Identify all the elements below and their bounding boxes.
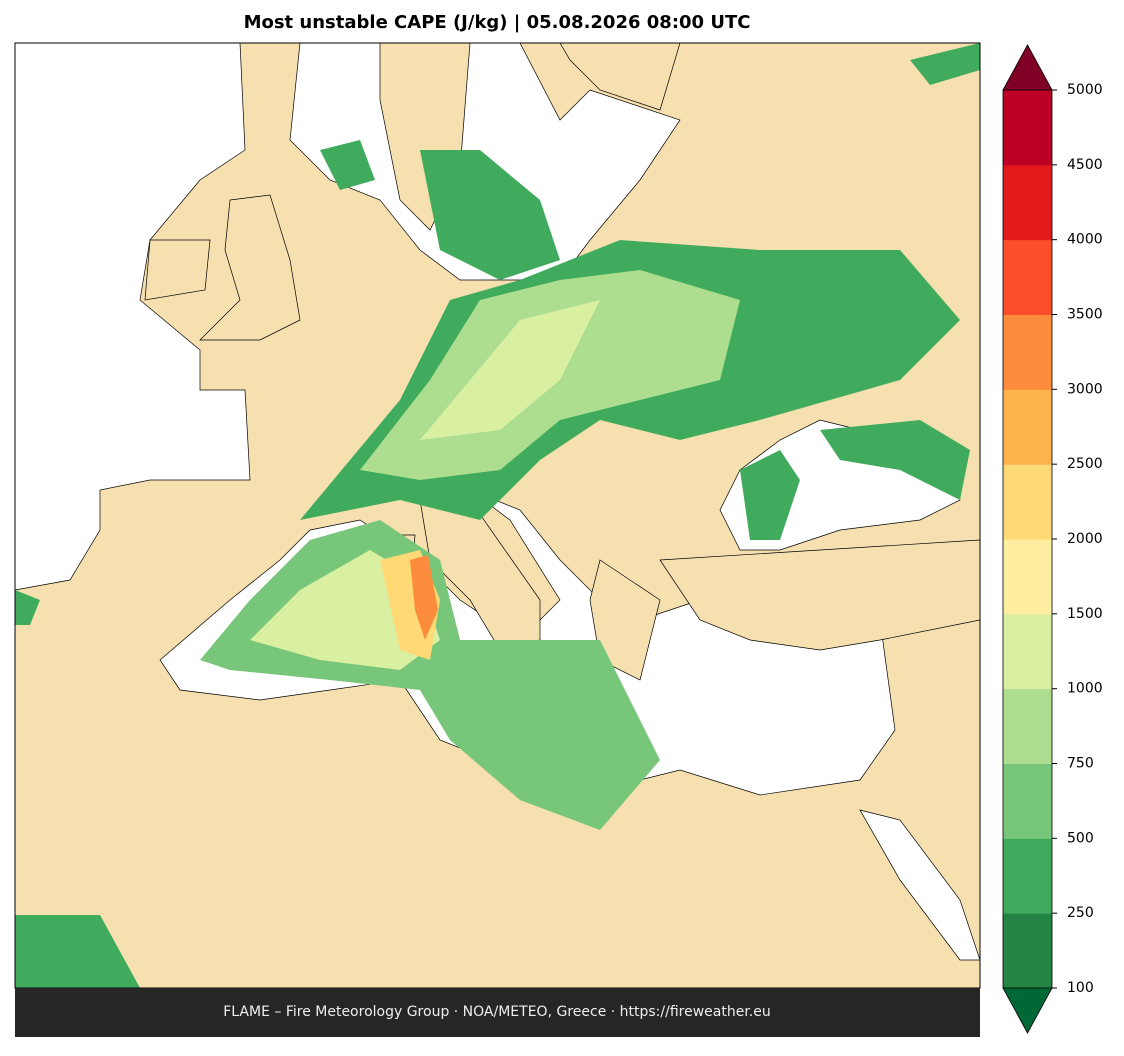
map	[15, 43, 980, 988]
colorbar-tick-label: 5000	[1067, 82, 1103, 98]
colorbar-bin	[1003, 90, 1052, 166]
colorbar-bin	[1003, 539, 1052, 615]
map-title: Most unstable CAPE (J/kg) | 05.08.2026 0…	[244, 12, 751, 33]
colorbar-tick-label: 1000	[1067, 681, 1103, 697]
colorbar-bin	[1003, 688, 1052, 764]
colorbar-bin	[1003, 838, 1052, 914]
colorbar-tick-label: 250	[1067, 905, 1094, 921]
colorbar-tick-label: 4500	[1067, 157, 1103, 173]
colorbar-tick-label: 100	[1067, 980, 1094, 996]
colorbar-bin	[1003, 314, 1052, 390]
colorbar-under	[1002, 987, 1053, 1034]
colorbar-tick-label: 2000	[1067, 531, 1103, 547]
land-masses	[144, 43, 980, 691]
colorbar: 100 250 500 750 1000 1500 2000 2500 3000 3500 4000…	[1002, 44, 1103, 1034]
colorbar-bin	[1003, 464, 1052, 540]
footer-text: FLAME – Fire Meteorology Group · NOA/MET…	[223, 1004, 771, 1020]
colorbar-tick-label: 750	[1067, 756, 1094, 772]
colorbar-over	[1002, 44, 1053, 91]
colorbar-tick-label: 2500	[1067, 456, 1103, 472]
colorbar-bin	[1003, 389, 1052, 465]
colorbar-bin	[1003, 613, 1052, 690]
colorbar-tick-label: 3000	[1067, 381, 1103, 397]
colorbar-bin	[1003, 913, 1052, 989]
colorbar-bin	[1003, 164, 1052, 241]
cape-field	[15, 43, 980, 988]
colorbar-bin	[1003, 239, 1052, 315]
colorbar-tick-label: 3500	[1067, 307, 1103, 323]
colorbar-tick-label: 1500	[1067, 606, 1103, 622]
footer-band	[15, 988, 980, 1037]
colorbar-bin	[1003, 763, 1052, 839]
colorbar-tick-label: 4000	[1067, 232, 1103, 248]
colorbar-tick-label: 500	[1067, 830, 1094, 846]
